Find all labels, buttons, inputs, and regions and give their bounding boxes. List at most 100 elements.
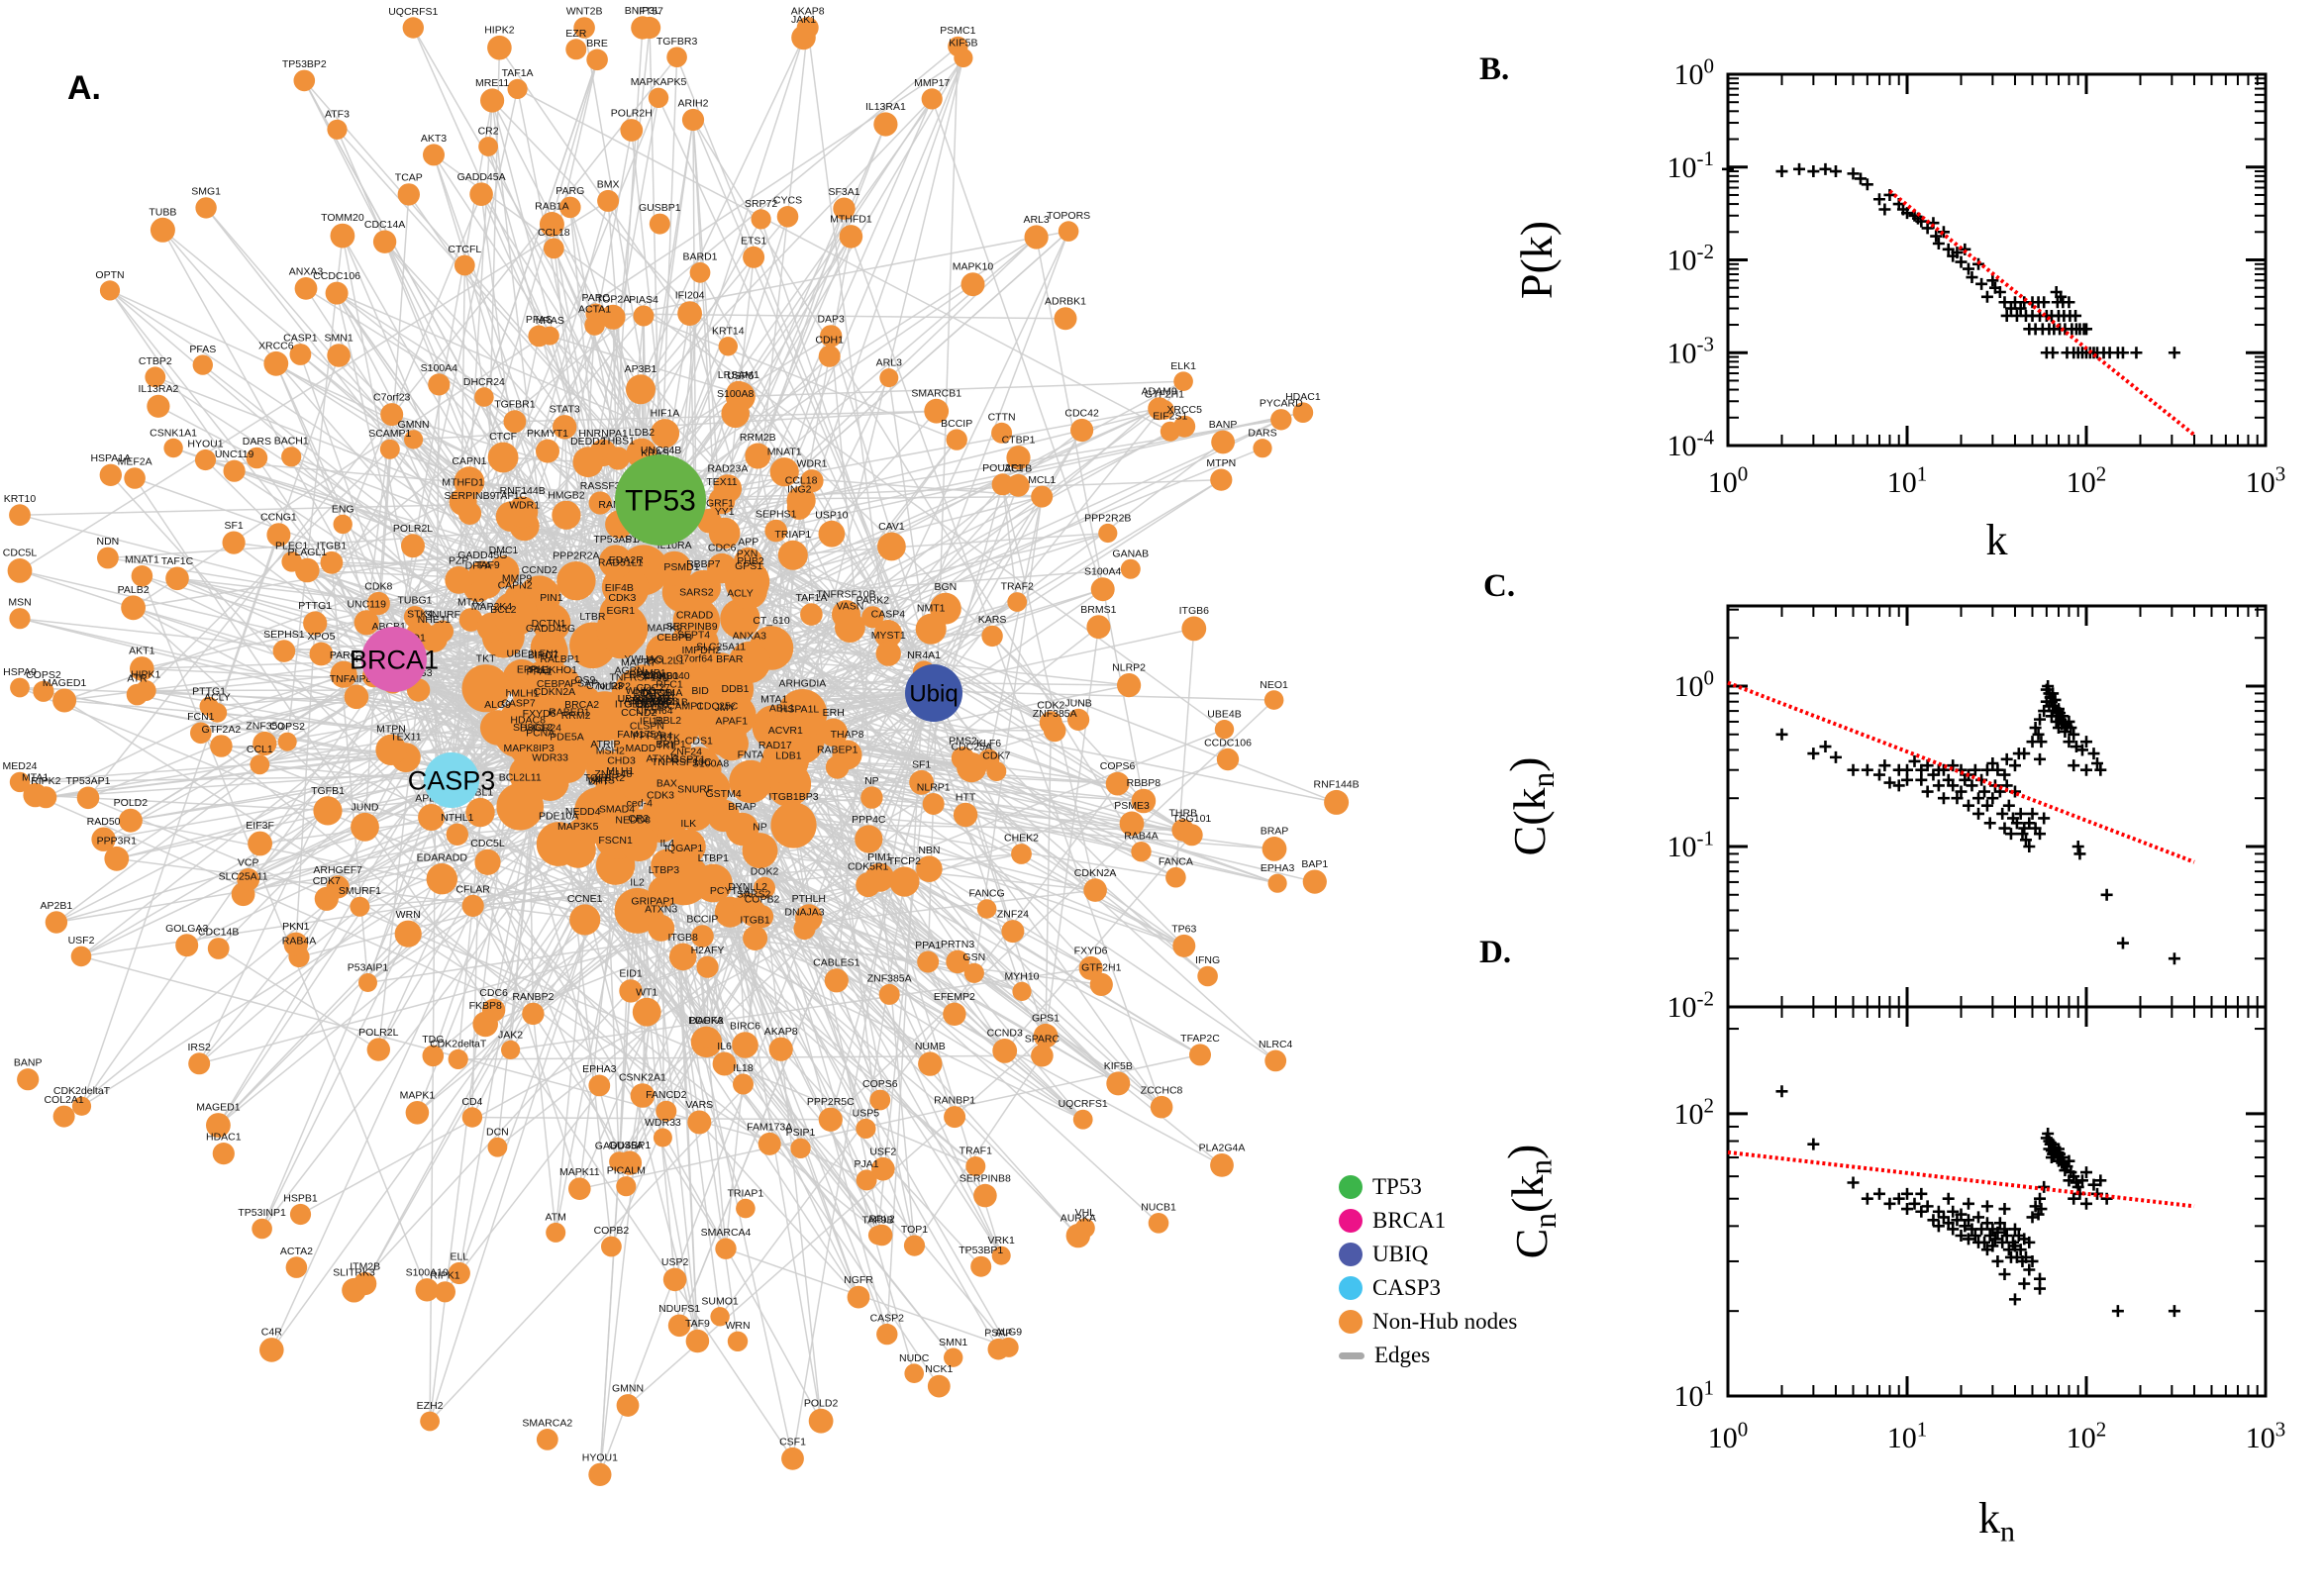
gene-label: ATF3 <box>325 108 350 120</box>
network-node <box>461 664 510 713</box>
gene-label: CTTN <box>988 411 1016 423</box>
gene-label: PARK2 <box>856 595 889 607</box>
network-node <box>691 925 714 948</box>
network-node <box>944 1347 963 1367</box>
svg-text:10-2: 10-2 <box>1667 240 1715 277</box>
gene-label: BANP <box>14 1057 43 1069</box>
gene-label: DCTN1 <box>532 618 566 630</box>
gene-label: MCL1 <box>1028 474 1056 486</box>
gene-label: CTCFL <box>448 244 481 255</box>
gene-label: DARS <box>1248 428 1276 440</box>
network-node <box>922 793 945 815</box>
gene-label: KRT14 <box>712 326 745 338</box>
network-node <box>372 230 397 253</box>
network-node <box>1160 421 1180 442</box>
gene-label: SMARCA4 <box>701 1227 752 1239</box>
gene-label: JAK2 <box>498 1029 523 1041</box>
network-node <box>135 680 156 701</box>
gene-label: HIPK2 <box>484 24 515 36</box>
network-node <box>991 422 1013 444</box>
gene-label: ITGB8 <box>668 932 699 944</box>
network-node <box>454 254 475 276</box>
gene-label: CR2 <box>628 813 649 825</box>
gene-label: CASP2 <box>870 1312 905 1324</box>
network-node <box>1006 446 1031 470</box>
gene-label: CCND3 <box>987 1028 1023 1040</box>
gene-label: ATP2A1 <box>624 695 661 707</box>
network-node <box>99 463 123 486</box>
network-node <box>579 691 630 742</box>
gene-label: MSN <box>8 597 31 609</box>
network-node <box>1264 1049 1287 1072</box>
gene-label: EDA2R <box>609 554 644 566</box>
network-node <box>707 799 740 833</box>
gene-label: UBE4B <box>1207 708 1241 720</box>
svg-text:100: 100 <box>1674 53 1715 91</box>
gene-label: GANAB <box>634 693 670 705</box>
gene-label: SF1 <box>912 758 931 770</box>
network-node <box>420 1411 440 1432</box>
svg-text:10-3: 10-3 <box>1667 333 1715 370</box>
gene-label: HDAC8 <box>510 715 546 727</box>
gene-label: IL13RA2 <box>138 383 178 395</box>
gene-label: ENG <box>332 503 354 515</box>
gene-label: PARC <box>330 649 358 661</box>
network-node <box>712 1051 737 1076</box>
gene-label: THAP8 <box>831 729 864 741</box>
gene-label: C4R <box>261 1327 282 1339</box>
gene-label: USP5 <box>727 370 755 382</box>
gene-label: TNFRSF10D <box>609 672 669 684</box>
legend-label: Edges <box>1374 1343 1431 1367</box>
network-node <box>769 457 799 487</box>
gene-label: BCL2L11 <box>499 772 542 784</box>
network-node <box>860 786 883 809</box>
network-node <box>23 782 48 808</box>
gene-label: TGFB1 <box>311 785 345 797</box>
network-node <box>667 1314 691 1338</box>
gene-label: CSF1 <box>779 1436 806 1447</box>
network-node <box>649 213 670 235</box>
gene-label: TP53AP1 <box>66 775 111 787</box>
network-node <box>1189 1044 1211 1066</box>
gene-label: MADD <box>626 743 656 754</box>
network-node <box>252 1218 272 1240</box>
gene-label: PRTN3 <box>941 939 974 950</box>
fit-line <box>1888 189 2196 437</box>
network-node <box>458 608 483 632</box>
gene-label: GUSBP1 <box>609 1140 652 1151</box>
gene-label: SMURF1 <box>339 885 381 897</box>
network-node <box>861 606 884 629</box>
gene-label: MAPKAPK5 <box>631 76 687 88</box>
gene-label: EGR1 <box>607 605 636 617</box>
gene-label: MAPK8IP3 <box>504 743 556 754</box>
network-node <box>819 718 848 748</box>
network-node <box>507 78 528 99</box>
network-node <box>190 722 212 745</box>
gene-label: PDE10A <box>539 811 578 823</box>
network-node <box>1172 934 1196 957</box>
network-node <box>1031 485 1054 508</box>
network-node <box>953 802 978 828</box>
gene-label: ACTB <box>1004 462 1032 474</box>
network-node <box>281 447 302 467</box>
network-node <box>71 1096 92 1116</box>
network-node <box>445 566 473 594</box>
gene-label: TUBG1 <box>397 595 432 607</box>
gene-label: PJA1 <box>855 1158 879 1170</box>
network-node <box>537 697 572 732</box>
gene-label: ced-4 <box>627 798 653 810</box>
network-node <box>415 1278 439 1302</box>
network-node <box>1270 409 1292 431</box>
gene-label: THBS1 <box>601 436 635 448</box>
network-node <box>1210 468 1233 491</box>
network-node <box>1197 965 1218 987</box>
network-node <box>992 1039 1018 1063</box>
network-node <box>1181 616 1207 642</box>
network-node <box>9 504 31 527</box>
tp53-swatch-icon <box>1339 1175 1363 1199</box>
network-node <box>924 398 950 424</box>
gene-label: RAB4A <box>282 935 316 947</box>
network-node <box>1054 307 1077 331</box>
gene-label: ATM <box>546 1211 566 1223</box>
gene-label: ZNF385A <box>1033 708 1077 720</box>
